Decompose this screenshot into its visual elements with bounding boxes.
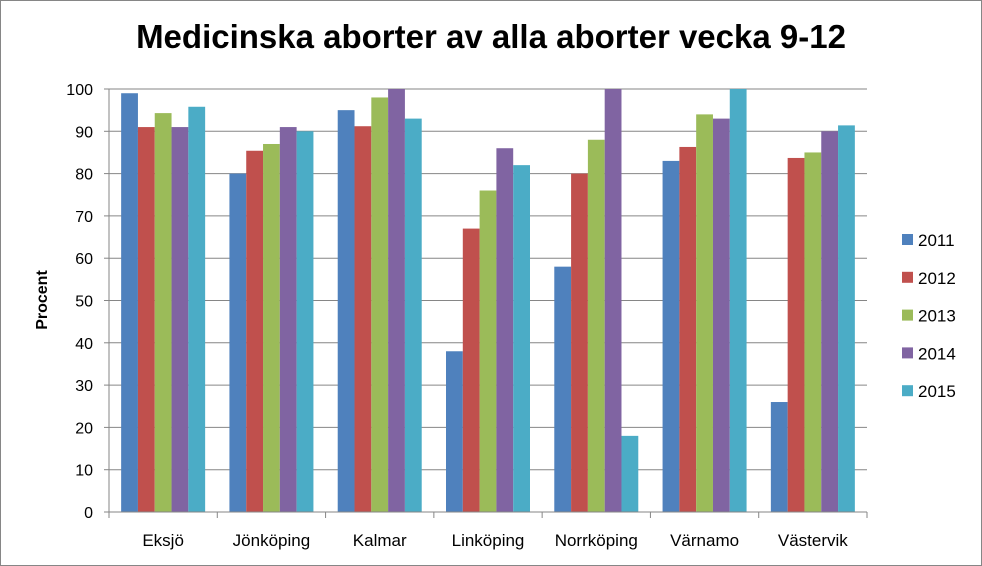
y-tick-label: 40: [75, 336, 93, 353]
bar-2012: [787, 157, 805, 512]
bar-2014: [388, 89, 405, 512]
legend-swatch-2014: [902, 347, 913, 359]
bar-2012: [571, 173, 588, 512]
bar-2015: [404, 118, 422, 513]
y-tick-label: 100: [66, 82, 93, 99]
axes: 0 10 20 30 40 50 60 70 80 90 100 Eksjö Jönköping Kalm…: [66, 82, 868, 550]
legend-label: 2014: [918, 344, 956, 363]
legend-label: 2015: [918, 382, 956, 401]
legend-swatch-2012: [902, 271, 913, 283]
bars: [121, 89, 855, 513]
y-axis-label: Procent: [34, 270, 51, 330]
bar-2013: [371, 97, 389, 513]
bar-2013: [587, 139, 605, 512]
legend-label: 2012: [918, 269, 956, 288]
legend-swatch-2013: [902, 309, 913, 321]
bar-2013: [263, 143, 280, 513]
bar-2013: [154, 113, 172, 513]
bar-2014: [821, 131, 839, 513]
bar-2012: [137, 127, 155, 512]
legend: 2011 2012 2013 2014 2015: [902, 231, 956, 401]
bar-2014: [496, 148, 514, 512]
chart-title: Medicinska aborter av alla aborter vecka…: [136, 18, 846, 55]
bar-2012: [354, 126, 372, 512]
bar-2011: [229, 173, 247, 512]
y-tick-label: 90: [75, 124, 93, 141]
bar-2011: [554, 266, 572, 512]
bar-2012: [246, 150, 264, 512]
y-tick-label: 30: [75, 378, 93, 395]
bar-2014: [604, 89, 622, 512]
bar-2015: [729, 89, 747, 512]
bar-2014: [171, 127, 189, 512]
y-tick-label: 70: [75, 209, 93, 226]
y-tick-label: 80: [75, 167, 93, 184]
y-tick-label: 20: [75, 420, 93, 437]
y-tick-label: 60: [75, 251, 93, 268]
x-tick-label: Linköping: [452, 531, 525, 550]
legend-label: 2013: [918, 307, 956, 326]
bar-2012: [462, 228, 480, 512]
legend-swatch-2011: [902, 234, 913, 245]
bar-2015: [513, 165, 530, 512]
y-tick-label: 50: [75, 294, 93, 311]
bar-2015: [188, 106, 206, 513]
bar-2013: [696, 114, 713, 512]
x-tick-label: Västervik: [778, 531, 848, 550]
bar-2014: [712, 118, 730, 513]
y-tick-label: 0: [84, 505, 93, 522]
x-tick-label: Kalmar: [353, 531, 407, 550]
bar-2013: [804, 152, 822, 512]
bar-2011: [662, 160, 680, 512]
x-tick-label: Jönköping: [233, 531, 311, 550]
bar-2012: [679, 146, 697, 513]
bar-2013: [479, 190, 497, 512]
bar-2011: [121, 93, 138, 512]
bar-2015: [296, 131, 314, 513]
legend-label: 2011: [918, 231, 955, 250]
bar-2011: [446, 351, 463, 512]
bar-2011: [770, 402, 788, 512]
y-tick-label: 10: [75, 463, 93, 480]
x-tick-label: Värnamo: [670, 531, 739, 550]
legend-swatch-2015: [902, 385, 913, 397]
bar-2011: [337, 110, 355, 513]
bar-2014: [279, 127, 297, 512]
bar-2015: [621, 435, 639, 512]
bar-2015: [838, 125, 855, 513]
x-tick-label: Norrköping: [555, 531, 638, 550]
x-tick-label: Eksjö: [142, 531, 184, 550]
